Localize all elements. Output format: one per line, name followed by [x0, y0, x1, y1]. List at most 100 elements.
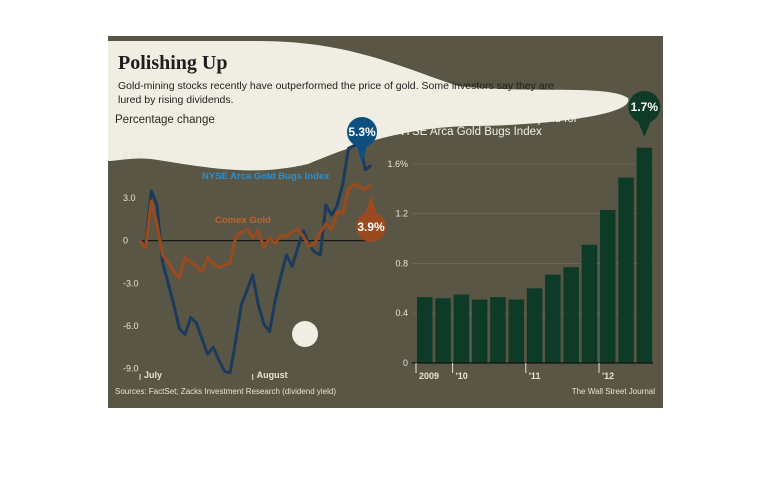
x-tick-label: '11 — [529, 371, 541, 381]
series-point — [263, 247, 265, 249]
chart-panel: Polishing Up Gold-mining stocks recently… — [108, 36, 663, 408]
series-point — [325, 204, 327, 207]
series-point — [330, 214, 333, 216]
series-point — [268, 330, 271, 333]
series-point — [156, 222, 158, 225]
bar — [600, 209, 616, 363]
bar — [490, 297, 506, 363]
series-point — [195, 265, 198, 268]
series-point — [257, 303, 260, 306]
series-point — [167, 282, 169, 285]
series-point — [280, 275, 282, 277]
series-point — [178, 327, 181, 330]
series-point — [358, 185, 361, 188]
bar — [581, 244, 598, 363]
series-point — [285, 254, 288, 256]
series-point — [319, 231, 322, 233]
bar — [526, 288, 543, 363]
series-point — [302, 235, 305, 238]
series-point — [330, 228, 333, 231]
series-point — [285, 235, 288, 238]
series-point — [251, 237, 254, 239]
y-tick-label: 1.6% — [387, 159, 408, 169]
series-point — [353, 144, 355, 147]
page-subtitle: Gold-mining stocks recently have outperf… — [118, 80, 554, 106]
series-point — [336, 204, 338, 207]
callout-value-gold-bugs: 5.3% — [348, 125, 376, 139]
y-tick-label: 3.0 — [123, 193, 136, 203]
series-point — [195, 322, 198, 324]
series-point — [274, 299, 277, 302]
series-point — [296, 228, 299, 231]
series-point — [370, 184, 372, 187]
series-point — [240, 231, 243, 233]
series-point — [173, 271, 175, 273]
series-point — [370, 164, 372, 167]
series-point — [336, 211, 338, 214]
series-point — [246, 228, 248, 231]
series-point — [229, 262, 231, 265]
series-line-gold-bugs — [139, 142, 372, 375]
bar — [471, 299, 488, 363]
series-point — [206, 256, 209, 259]
series-label-comex-gold: Comex Gold — [215, 215, 271, 226]
series-point — [342, 212, 344, 215]
series-point — [347, 188, 350, 191]
series-point — [201, 271, 203, 273]
bar — [545, 274, 561, 363]
series-point — [167, 261, 169, 263]
series-point — [189, 261, 192, 263]
series-point — [218, 266, 220, 269]
x-tick-label: August — [257, 370, 288, 380]
bar — [417, 297, 433, 363]
series-point — [268, 237, 271, 239]
series-point — [325, 222, 327, 225]
series-point — [342, 183, 344, 185]
series-point — [184, 256, 186, 259]
series-point — [150, 200, 153, 202]
series-point — [229, 371, 231, 374]
series-point — [291, 231, 293, 233]
series-point — [139, 239, 141, 242]
series-point — [257, 229, 260, 232]
y-tick-label: 1.2 — [395, 209, 408, 219]
bar — [618, 177, 634, 363]
y-tick-label: 0.4 — [395, 308, 408, 318]
series-point — [296, 247, 299, 249]
x-tick-label: 2009 — [419, 371, 439, 381]
series-point — [319, 254, 322, 256]
series-point — [280, 234, 282, 236]
y-tick-label: 0.8 — [395, 258, 408, 268]
sources-note: Sources: FactSet; Zacks Investment Resea… — [115, 387, 336, 396]
series-label-gold-bugs: NYSE Arca Gold Bugs Index — [202, 171, 330, 182]
series-point — [364, 168, 367, 171]
series-point — [347, 147, 350, 150]
x-tick-label: '10 — [456, 371, 468, 381]
series-point — [240, 303, 243, 306]
bar-chart: 1.6% 1.2 0.8 0.4 0 2009 '10 '11 '12 1.7% — [387, 91, 661, 381]
series-point — [353, 183, 355, 185]
highlight-blob — [108, 41, 629, 347]
y-tick-label: -6.0 — [123, 321, 139, 331]
series-point — [212, 346, 215, 348]
callout-bubble-gold-bugs — [347, 117, 377, 147]
line-chart-ylabel: Percentage change — [115, 114, 215, 126]
series-point — [212, 262, 215, 265]
x-tick-label: '12 — [602, 371, 614, 381]
series-point — [234, 339, 237, 341]
bar — [453, 294, 470, 363]
line-chart: 6.0% 3.0 0 -3.0 -6.0 -9.0 July August NYSE Arca … — [123, 117, 386, 380]
bar — [636, 147, 653, 363]
series-point — [223, 370, 226, 373]
series-point — [161, 261, 164, 263]
series-point — [161, 254, 164, 256]
y-tick-label: 6.0% — [123, 151, 144, 161]
series-point — [189, 316, 192, 319]
bar-chart-title: Quarterly average dividend yield for NYS… — [396, 113, 578, 138]
series-point — [313, 242, 316, 245]
series-point — [150, 190, 153, 192]
series-point — [144, 247, 147, 249]
series-point — [218, 359, 220, 361]
series-point — [223, 264, 226, 266]
series-point — [184, 333, 186, 336]
